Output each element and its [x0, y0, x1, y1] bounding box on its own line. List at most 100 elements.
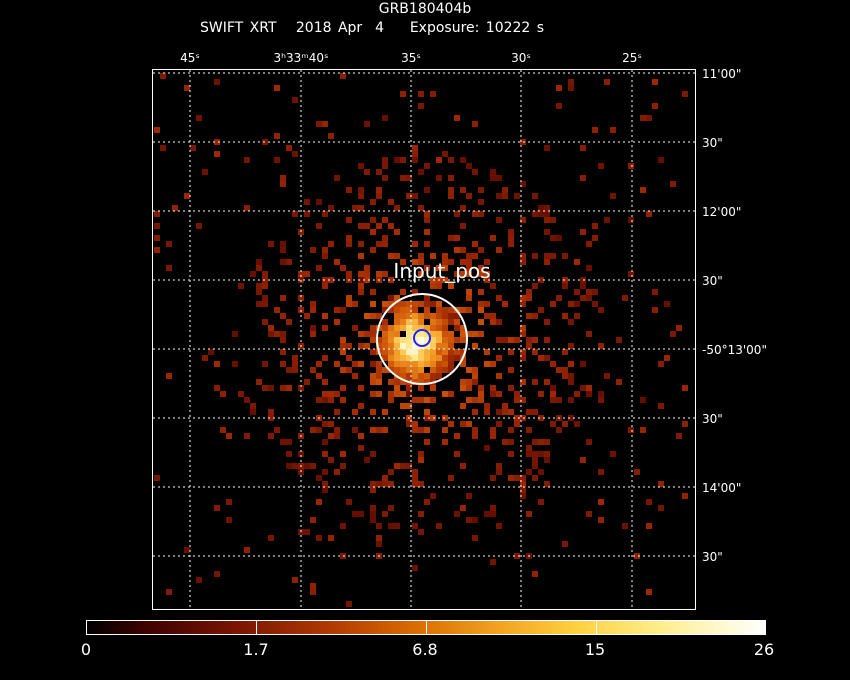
photon-pixel [520, 325, 526, 331]
photon-pixel [196, 115, 202, 121]
dec-tick-label: 30" [702, 136, 723, 150]
photon-pixel [352, 373, 358, 379]
photon-pixel [370, 487, 376, 493]
photon-pixel [508, 367, 514, 373]
photon-pixel [340, 73, 346, 79]
photon-pixel [280, 295, 286, 301]
photon-pixel [412, 373, 418, 379]
photon-pixel [520, 487, 526, 493]
photon-pixel [376, 523, 382, 529]
photon-pixel [442, 259, 448, 265]
photon-pixel [400, 367, 406, 373]
photon-pixel [358, 385, 364, 391]
photon-pixel [358, 271, 364, 277]
photon-pixel [532, 451, 538, 457]
photon-pixel [430, 373, 436, 379]
photon-pixel [466, 265, 472, 271]
photon-pixel [394, 313, 400, 319]
photon-pixel [394, 307, 400, 313]
photon-pixel [394, 295, 400, 301]
photon-pixel [484, 361, 490, 367]
photon-pixel [520, 397, 526, 403]
photon-pixel [466, 307, 472, 313]
photon-pixel [370, 331, 376, 337]
ra-axis-labels: 45ˢ 3ʰ33ᵐ40ˢ 35ˢ 30ˢ 25ˢ [180, 51, 642, 65]
photon-pixel [556, 235, 562, 241]
photon-pixel [202, 169, 208, 175]
observation-info: SWIFT XRT 2018 Apr 4 Exposure: 10222 s [200, 20, 720, 36]
photon-pixel [520, 181, 526, 187]
photon-pixel [370, 337, 376, 343]
photon-pixel [406, 313, 412, 319]
photon-pixel [478, 397, 484, 403]
photon-pixel [436, 283, 442, 289]
photon-pixel [496, 463, 502, 469]
photon-pixel [484, 445, 490, 451]
photon-pixel [448, 361, 454, 367]
photon-pixel [424, 499, 430, 505]
photon-pixel [586, 331, 592, 337]
photon-pixel [460, 349, 466, 355]
photon-pixel [586, 439, 592, 445]
photon-pixel [628, 427, 634, 433]
photon-pixel [424, 343, 430, 349]
photon-pixel [472, 535, 478, 541]
photon-pixel [580, 361, 586, 367]
photon-pixel [322, 121, 328, 127]
photon-pixel [406, 373, 412, 379]
photon-pixel [400, 307, 406, 313]
photon-pixel [388, 355, 394, 361]
photon-pixel [376, 271, 382, 277]
photon-pixel [400, 403, 406, 409]
photon-pixel [538, 277, 544, 283]
photon-pixel [586, 391, 592, 397]
photon-pixel [388, 349, 394, 355]
photon-pixel [382, 367, 388, 373]
photon-pixel [328, 133, 334, 139]
photon-pixel [388, 337, 394, 343]
photon-pixel [580, 175, 586, 181]
photon-pixel [454, 115, 460, 121]
photon-pixel [472, 253, 478, 259]
photon-pixel [574, 259, 580, 265]
photon-pixel [406, 337, 412, 343]
photon-pixel [550, 421, 556, 427]
photon-pixel [442, 331, 448, 337]
photon-pixel [340, 343, 346, 349]
photon-pixel [394, 205, 400, 211]
photon-pixel [604, 373, 610, 379]
photon-pixel [670, 331, 676, 337]
photon-pixel [490, 319, 496, 325]
photon-pixel [460, 385, 466, 391]
photon-pixel [532, 571, 538, 577]
photon-pixel [406, 307, 412, 313]
dec-tick-label: 11'00" [702, 67, 741, 81]
photon-pixel [484, 409, 490, 415]
photon-pixel [286, 463, 292, 469]
photon-pixel [502, 409, 508, 415]
photon-pixel [412, 427, 418, 433]
photon-pixel [418, 427, 424, 433]
photon-pixel [448, 337, 454, 343]
photon-pixel [442, 319, 448, 325]
photon-pixel [436, 301, 442, 307]
photon-pixel [154, 223, 160, 229]
photon-pixel [424, 325, 430, 331]
photon-pixel [292, 355, 298, 361]
photon-pixel [598, 307, 604, 313]
photon-pixel [346, 235, 352, 241]
photon-pixel [472, 211, 478, 217]
photon-pixel [388, 379, 394, 385]
photon-pixel [442, 349, 448, 355]
colorbar-label: 1.7 [243, 640, 269, 659]
photon-pixel [340, 367, 346, 373]
photon-pixel [256, 301, 262, 307]
photon-pixel [352, 301, 358, 307]
photon-pixel [400, 361, 406, 367]
photon-pixel [190, 145, 196, 151]
photon-pixel [616, 337, 622, 343]
photon-pixel [562, 253, 568, 259]
photon-pixel [460, 259, 466, 265]
photon-pixel [340, 385, 346, 391]
photon-pixel [358, 433, 364, 439]
